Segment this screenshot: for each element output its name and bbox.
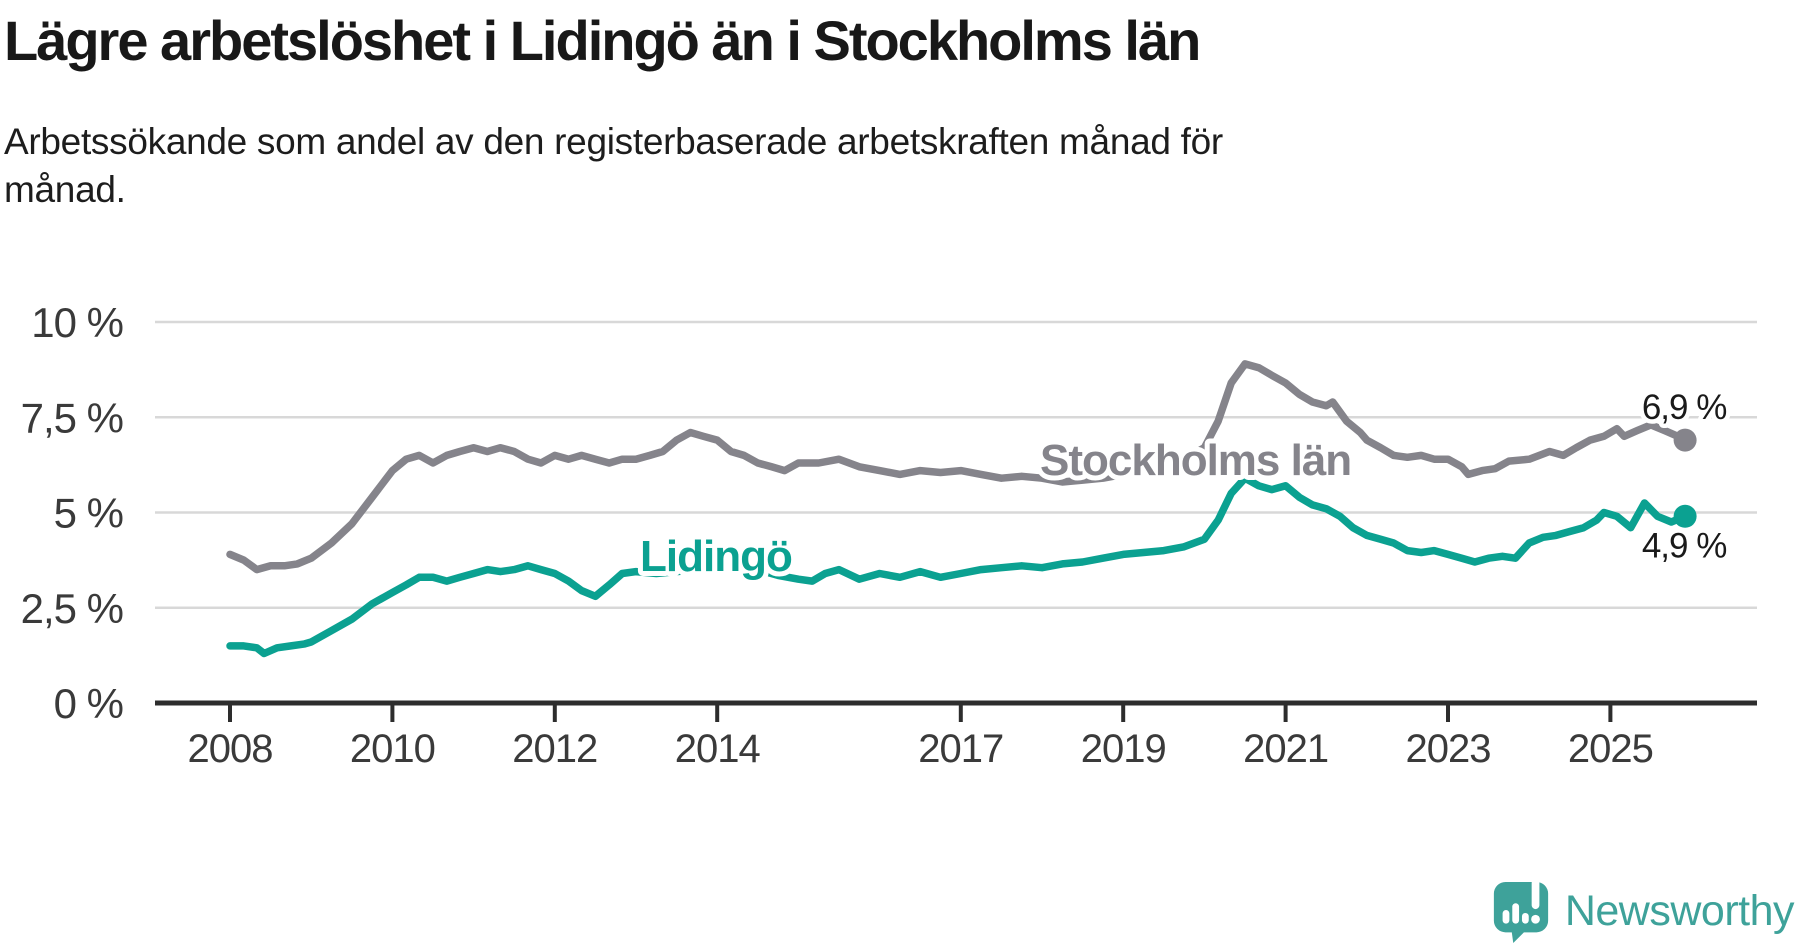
bar-3 — [1521, 912, 1529, 924]
exclamation-dot — [1531, 914, 1540, 924]
x-tick-label-2012: 2012 — [512, 727, 597, 771]
x-tick-label-2017: 2017 — [918, 727, 1003, 771]
end-value-label-lidingo: 4,9 % — [1642, 526, 1727, 565]
page-title: Lägre arbetslöshet i Lidingö än i Stockh… — [4, 9, 1201, 72]
x-tick-label-2010: 2010 — [350, 727, 435, 771]
series-end-dot-stockholms-lan — [1673, 428, 1697, 452]
exclamation-bar — [1531, 879, 1540, 910]
y-tick-label-0: 0 % — [54, 680, 123, 727]
y-tick-label-10: 10 % — [31, 299, 123, 346]
newsworthy-logo[interactable]: Newsworthy — [1490, 878, 1795, 944]
speech-bubble-shape — [1493, 881, 1548, 943]
page-subtitle: Arbetssökande som andel av den registerb… — [4, 121, 1223, 211]
newsworthy-logo-text: Newsworthy — [1564, 886, 1795, 935]
x-tick-label-2021: 2021 — [1243, 727, 1328, 771]
series-line-stockholms-lan — [226, 360, 1689, 574]
x-tick-label-2014: 2014 — [675, 727, 761, 771]
y-tick-label-5: 5 % — [54, 490, 123, 537]
series-end-dot-lidingo — [1673, 504, 1697, 528]
x-tick-label-2023: 2023 — [1406, 727, 1491, 771]
series-label-lidingo: Lidingö — [640, 532, 792, 581]
x-tick-label-2019: 2019 — [1081, 727, 1166, 771]
series-label-stockholms-lan: Stockholms län — [1040, 436, 1351, 485]
bar-1 — [1502, 910, 1510, 924]
end-value-label-stockholms-lan: 6,9 % — [1642, 388, 1727, 427]
bar-2 — [1512, 903, 1519, 924]
y-tick-label-2.5: 2,5 % — [21, 585, 123, 632]
x-tick-label-2008: 2008 — [188, 727, 273, 771]
x-tick-label-2025: 2025 — [1568, 727, 1653, 771]
series-line-lidingo — [226, 474, 1689, 658]
y-tick-label-7.5: 7,5 % — [21, 394, 123, 441]
newsworthy-speech-bubble-chart-icon — [1493, 879, 1548, 943]
